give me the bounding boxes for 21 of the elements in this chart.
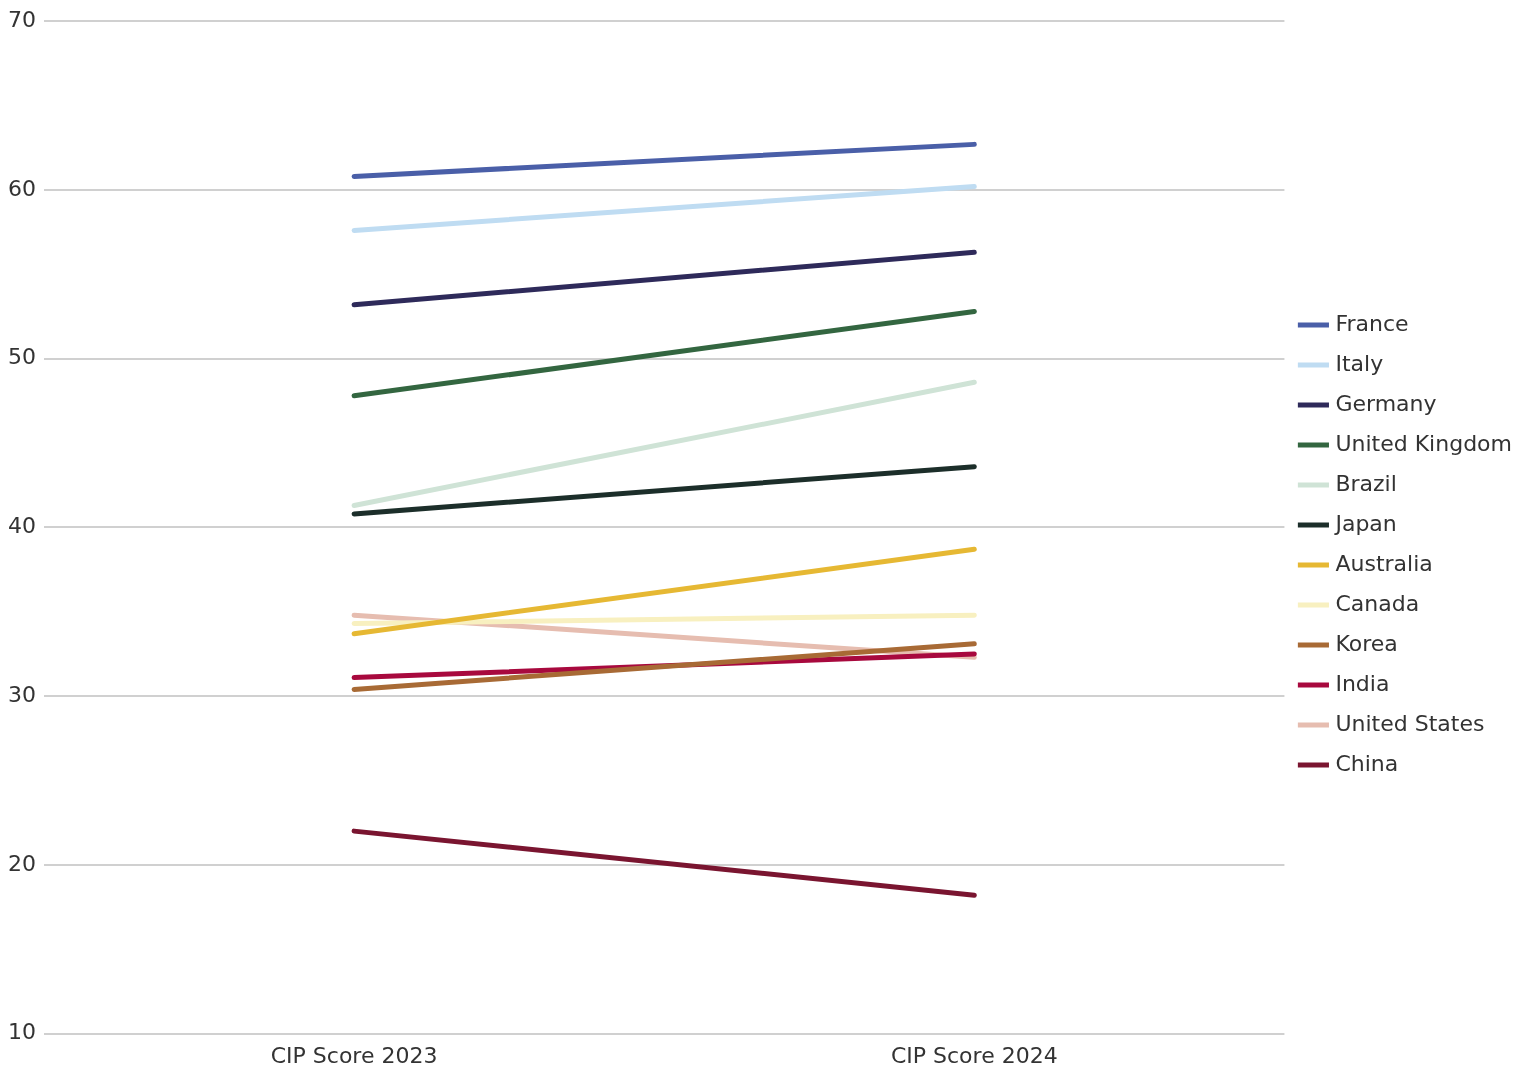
y-tick-label: 20 xyxy=(7,850,36,876)
legend-label: Germany xyxy=(1335,390,1437,416)
x-tick-label: CIP Score 2023 xyxy=(270,1042,438,1068)
legend-label: China xyxy=(1335,750,1399,776)
legend-label: United Kingdom xyxy=(1335,430,1513,456)
y-tick-label: 30 xyxy=(7,681,36,707)
legend-label: India xyxy=(1335,670,1390,696)
legend-label: France xyxy=(1335,310,1409,336)
legend-label: Japan xyxy=(1333,510,1397,536)
y-tick-label: 10 xyxy=(7,1019,36,1045)
legend-label: Brazil xyxy=(1335,470,1397,496)
y-tick-label: 60 xyxy=(7,175,36,201)
y-tick-label: 70 xyxy=(7,6,36,32)
legend-label: Australia xyxy=(1335,550,1433,576)
legend-label: Italy xyxy=(1335,350,1384,376)
x-tick-label: CIP Score 2024 xyxy=(890,1042,1058,1068)
legend-label: United States xyxy=(1335,710,1485,736)
legend-label: Canada xyxy=(1335,590,1420,616)
y-tick-label: 40 xyxy=(7,513,36,539)
legend-label: Korea xyxy=(1335,630,1398,656)
y-tick-label: 50 xyxy=(7,344,36,370)
